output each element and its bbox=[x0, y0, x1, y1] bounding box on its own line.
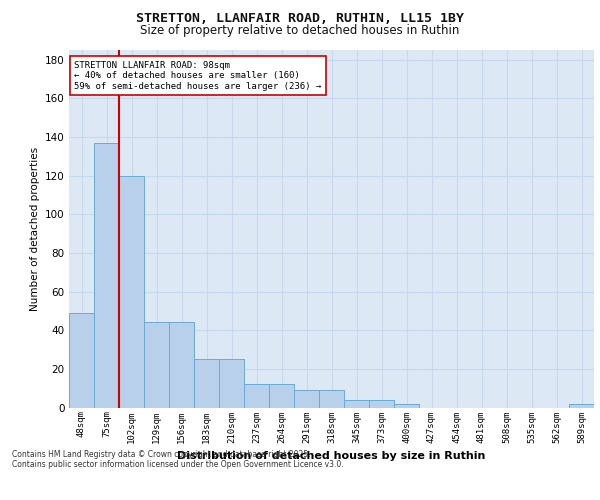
X-axis label: Distribution of detached houses by size in Ruthin: Distribution of detached houses by size … bbox=[178, 451, 485, 461]
Text: Size of property relative to detached houses in Ruthin: Size of property relative to detached ho… bbox=[140, 24, 460, 37]
Y-axis label: Number of detached properties: Number of detached properties bbox=[29, 146, 40, 311]
Bar bbox=[269, 384, 294, 407]
Bar bbox=[319, 390, 344, 407]
Bar bbox=[169, 322, 194, 408]
Bar bbox=[194, 359, 219, 408]
Text: STRETTON, LLANFAIR ROAD, RUTHIN, LL15 1BY: STRETTON, LLANFAIR ROAD, RUTHIN, LL15 1B… bbox=[136, 12, 464, 26]
Bar bbox=[69, 313, 94, 408]
Bar bbox=[244, 384, 269, 407]
Bar bbox=[94, 143, 119, 407]
Text: STRETTON LLANFAIR ROAD: 98sqm
← 40% of detached houses are smaller (160)
59% of : STRETTON LLANFAIR ROAD: 98sqm ← 40% of d… bbox=[74, 60, 322, 90]
Bar bbox=[394, 404, 419, 407]
Text: Contains HM Land Registry data © Crown copyright and database right 2025.
Contai: Contains HM Land Registry data © Crown c… bbox=[12, 450, 344, 469]
Bar bbox=[219, 359, 244, 408]
Bar bbox=[569, 404, 594, 407]
Bar bbox=[144, 322, 169, 408]
Bar bbox=[294, 390, 319, 407]
Bar bbox=[369, 400, 394, 407]
Bar bbox=[344, 400, 369, 407]
Bar bbox=[119, 176, 144, 408]
